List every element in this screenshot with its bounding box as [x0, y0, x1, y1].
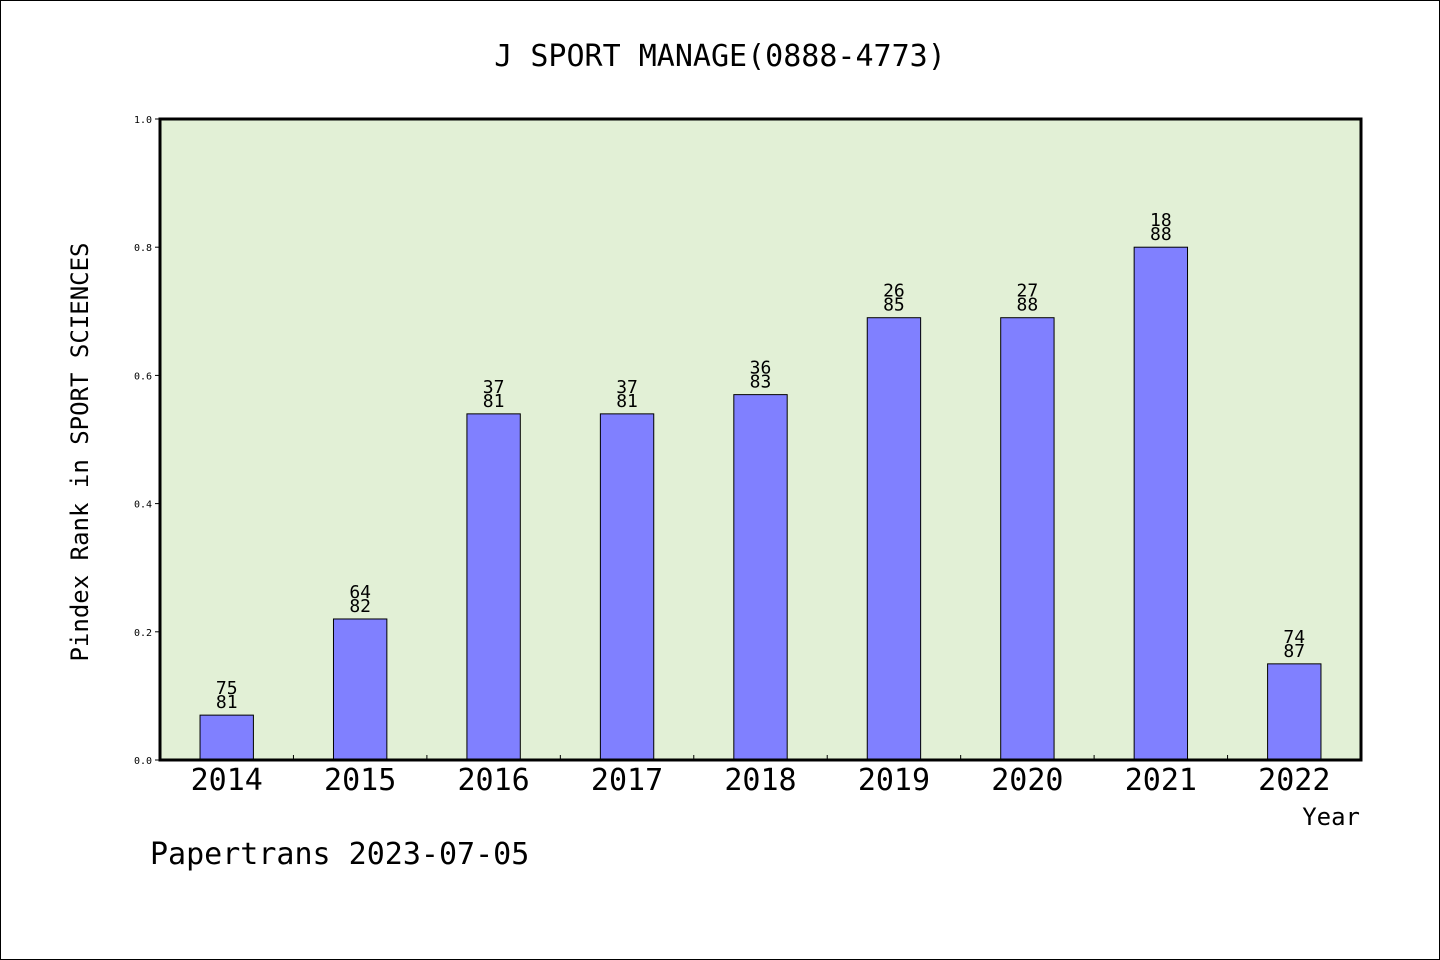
y-tick-label: 0.6	[134, 371, 152, 382]
bar-label-top: 36	[750, 358, 772, 379]
y-tick-label: 1.0	[134, 115, 152, 126]
x-tick-label: 2014	[191, 763, 263, 798]
bar-label-bottom: 83	[750, 372, 772, 393]
bar-label-bottom: 88	[1017, 295, 1039, 316]
x-tick-label: 2018	[724, 763, 796, 798]
x-tick-label: 2019	[858, 763, 930, 798]
bar-label-top: 27	[1017, 281, 1039, 302]
bar-label-bottom: 81	[616, 391, 638, 412]
plot-border	[158, 117, 1363, 762]
bar-series	[199, 246, 1322, 761]
x-axis: 2014 2015 2016 2017 2018 2019 2020 2021 2022	[191, 755, 1330, 798]
bar-2016	[466, 413, 521, 761]
y-tick-label: 0.2	[134, 628, 152, 639]
bar-label-bottom: 85	[883, 295, 905, 316]
footer-credit: Papertrans 2023-07-05	[150, 837, 529, 872]
chart-title: J SPORT MANAGE(0888-4773)	[494, 39, 946, 74]
bar-label-bottom: 87	[1283, 641, 1305, 662]
x-tick-label: 2022	[1258, 763, 1330, 798]
x-tick-label: 2017	[591, 763, 663, 798]
bar-2022	[1267, 663, 1322, 761]
x-axis-label: Year	[1302, 803, 1360, 831]
y-axis: 0.0 0.2 0.4 0.6 0.8 1.0	[134, 115, 160, 767]
bar-2018	[733, 394, 788, 761]
y-tick-label: 0.0	[134, 756, 152, 767]
y-axis-label: Pindex Rank in SPORT SCIENCES	[66, 242, 94, 661]
bar-2014	[199, 714, 254, 761]
bar-label-top: 75	[216, 678, 238, 699]
y-tick-label: 0.4	[134, 500, 152, 511]
x-tick-label: 2016	[457, 763, 529, 798]
bar-2021	[1133, 246, 1189, 761]
x-tick-label: 2015	[324, 763, 396, 798]
bar-label-top: 64	[349, 582, 371, 603]
bar-2017	[599, 413, 655, 761]
x-tick-label: 2020	[991, 763, 1063, 798]
bar-label-bottom: 81	[483, 391, 505, 412]
bar-label-top: 37	[483, 377, 505, 398]
bar-label-bottom: 88	[1150, 224, 1172, 245]
bar-label-top: 74	[1283, 627, 1305, 648]
bar-2019	[866, 317, 922, 761]
bar-label-top: 18	[1150, 210, 1172, 231]
bar-label-top: 26	[883, 281, 905, 302]
y-tick-label: 0.8	[134, 243, 152, 254]
bar-label-bottom: 82	[349, 596, 371, 617]
bar-2020	[1000, 317, 1055, 761]
bar-label-top: 37	[616, 377, 638, 398]
x-tick-label: 2021	[1125, 763, 1197, 798]
bar-label-bottom: 81	[216, 692, 238, 713]
bar-2015	[332, 618, 388, 761]
